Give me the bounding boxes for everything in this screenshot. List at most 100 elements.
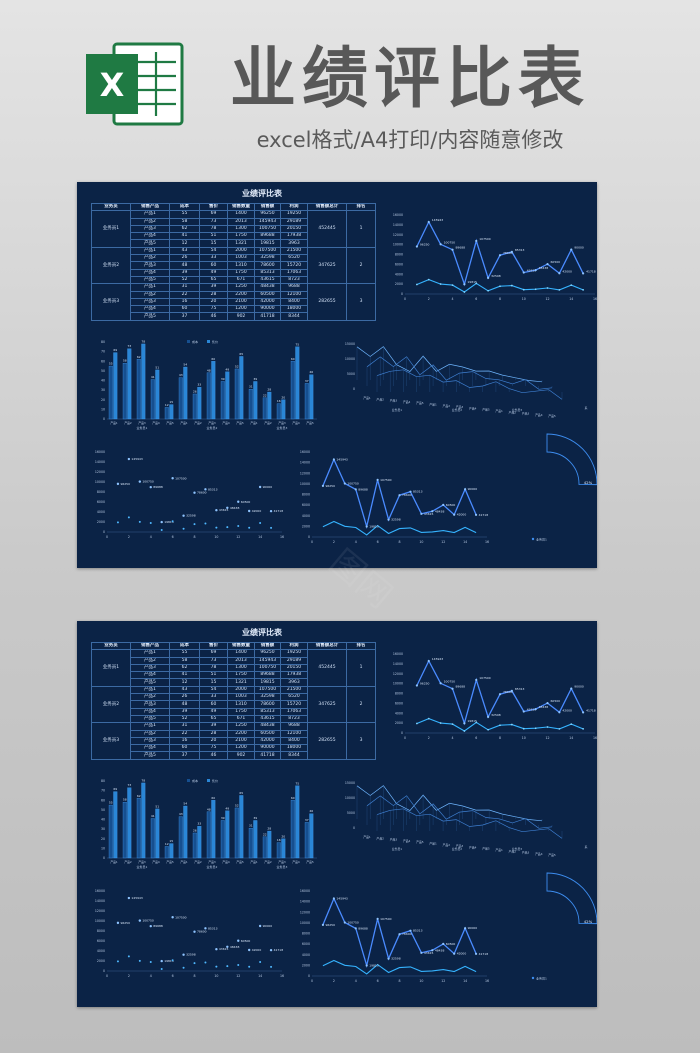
line-chart-xtick: 2 [428, 736, 430, 740]
profit-point [522, 288, 525, 291]
scatter-point [193, 491, 196, 494]
total-sales-cell: 282655 [307, 722, 347, 760]
bar-chart-ytick: 40 [101, 818, 105, 822]
bar-data-label: 39 [253, 816, 257, 820]
bar-data-label: 78 [141, 778, 145, 782]
line-data-label: 90000 [468, 926, 478, 930]
profit-point [510, 723, 513, 726]
scatter-chart-xtick: 8 [193, 974, 195, 978]
bar [276, 842, 281, 859]
line-chart-bottom-xtick: 16 [485, 979, 489, 983]
bar [122, 363, 127, 420]
line-chart-xtick: 14 [569, 297, 573, 301]
bar-category-label: 产品3 [278, 860, 286, 864]
bar [141, 343, 146, 420]
rank-cell: 1 [346, 649, 376, 687]
scatter-data-label: 89688 [153, 924, 163, 928]
bar-category-label: 产品1 [250, 860, 258, 864]
table-cell: 8344 [280, 751, 308, 760]
line-chart-ytick: 4000 [395, 711, 403, 715]
bar-chart: 0 10 20 30 40 50 60 70 80 55 69 产品1 58 73 产品2 62 78 产品3 41… [101, 778, 317, 869]
scatter-point-profit [259, 522, 262, 524]
scatter-chart-ytick: 14000 [95, 460, 105, 464]
scatter-data-label: 42000 [252, 509, 262, 513]
surface-category-label: 产品1 [495, 848, 503, 852]
bar-chart-ytick: 20 [101, 837, 105, 841]
scatter-chart-ytick: 4000 [97, 949, 105, 953]
bar-data-label: 43 [179, 812, 183, 816]
column-header: 排名 [346, 641, 376, 651]
profit-point [570, 723, 573, 726]
surface-chart: 0 5000 10000 15000 产品1 产品2 产品3 产品4 产品5 产品1 产品2 产品3 产… [345, 342, 588, 418]
bar-data-label: 73 [127, 783, 131, 787]
scatter-point [160, 520, 163, 524]
bar [206, 372, 211, 420]
legend-cost-label: 成本 [192, 778, 198, 783]
scatter-data-label: 89688 [153, 485, 163, 489]
profit-point [499, 724, 501, 727]
profit-point [558, 727, 561, 730]
line-data-label: 43615 [424, 512, 434, 516]
line-chart-ytick: 8000 [395, 253, 403, 257]
bar [309, 374, 314, 420]
table-row: 产品2 26 33 1003 32598 6520 [92, 693, 376, 702]
sales-point [420, 512, 423, 515]
sales-point [453, 952, 456, 955]
bar [127, 787, 132, 859]
profit-point [451, 723, 454, 726]
surface-line [356, 346, 543, 383]
rank-cell: 2 [346, 246, 376, 285]
line-data-label: 85313 [413, 929, 423, 933]
sales-point [365, 964, 368, 967]
bar [220, 820, 225, 859]
line-chart-ytick: 4000 [395, 272, 403, 276]
bar [253, 381, 258, 420]
scatter-point [138, 480, 142, 483]
surface-category-label: 产品4 [403, 400, 411, 404]
bar-data-label: 31 [249, 385, 253, 389]
line-chart-bottom-ytick: 6000 [302, 942, 310, 946]
bar-group-label: 业务员2 [207, 425, 218, 430]
bar [183, 805, 188, 859]
surface-chart-ytick: 0 [353, 387, 355, 391]
profit-point [582, 288, 585, 291]
sales-data-label: 107500 [479, 237, 491, 241]
scatter-point [127, 457, 131, 461]
scatter-point [247, 509, 251, 513]
bar [225, 371, 230, 420]
line-chart-bottom-xtick: 6 [377, 540, 379, 544]
bar-data-label: 75 [295, 781, 299, 785]
total-sales-cell: 347625 [307, 685, 347, 724]
bar-data-label: 12 [165, 842, 169, 846]
scatter-point-profit [204, 522, 207, 525]
pie-percent-label: 42% [584, 919, 593, 924]
line-chart-bottom-ytick: 0 [308, 535, 310, 539]
bar-chart-ytick: 10 [101, 407, 105, 411]
bar-category-label: 产品5 [306, 421, 314, 425]
line-chart-ytick: 8000 [395, 692, 403, 696]
scatter-chart-xtick: 6 [172, 535, 174, 539]
line-data-label: 42000 [457, 513, 467, 517]
sales-point [376, 478, 379, 481]
bar [136, 798, 141, 859]
scatter-data-label: 60500 [241, 939, 251, 943]
bar-group-label: 业务员3 [277, 864, 288, 869]
bar [304, 383, 309, 420]
logo-letter: X [100, 66, 125, 104]
surface-category-label: 产品2 [509, 849, 517, 853]
sales-point [582, 711, 585, 714]
profit-point [534, 288, 537, 291]
scatter-point-profit [270, 965, 273, 968]
bar-category-label: 产品5 [236, 860, 244, 864]
bar-chart-ytick: 60 [101, 359, 105, 363]
scatter-chart-ytick: 4000 [97, 510, 105, 514]
scatter-chart: 0 2000 4000 6000 8000 10000 12000 14000 16000 0 2 4… [95, 889, 284, 978]
bar [197, 826, 202, 859]
salesperson-cell: 业务员3 [91, 722, 131, 760]
sales-point [546, 263, 549, 266]
scatter-chart-xtick: 4 [150, 535, 152, 539]
bar-category-label: 产品1 [180, 421, 188, 425]
bar-category-label: 产品5 [236, 421, 244, 425]
bar-group-label: 业务员2 [207, 864, 218, 869]
scatter-data-label: 19815 [164, 959, 174, 963]
